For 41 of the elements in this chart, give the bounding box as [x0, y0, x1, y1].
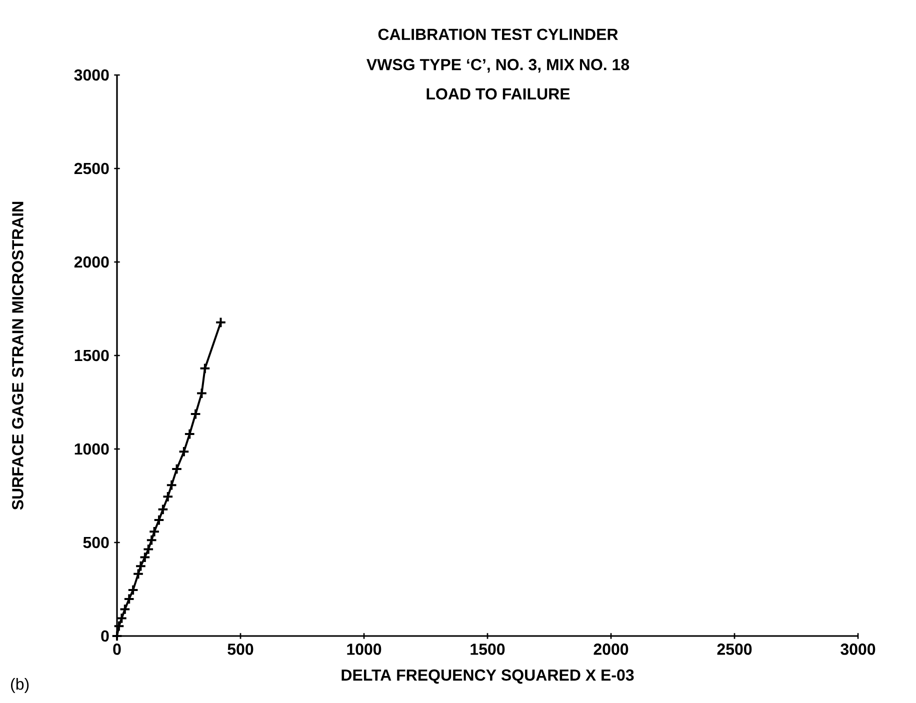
text: (b) — [11, 678, 29, 693]
point — [127, 584, 139, 596]
point — [142, 544, 154, 555]
point — [148, 526, 160, 538]
x-tick-label: 500 — [228, 644, 254, 655]
y-tick-label: 2000 — [74, 256, 109, 268]
y-tick-label: 1000 — [74, 443, 109, 455]
y-tick-label: 1500 — [74, 350, 109, 362]
point — [184, 428, 196, 440]
y-tick-label: 0 — [101, 630, 109, 642]
point — [199, 362, 211, 374]
point — [119, 604, 131, 615]
y-axis-title: SURFACE GAGE STRAIN MICROSTRAIN — [12, 202, 24, 510]
y-tick-label: 3000 — [74, 69, 109, 81]
y-tick-label: 2500 — [74, 162, 109, 174]
x-tick-label: 1500 — [470, 644, 505, 655]
point — [113, 620, 125, 632]
point — [135, 560, 146, 572]
point — [116, 612, 128, 624]
x-tick-label: 1000 — [347, 644, 382, 655]
point — [178, 446, 190, 458]
point — [162, 491, 174, 502]
chart-title: CALIBRATION TEST CYLINDER — [378, 28, 618, 40]
point — [132, 568, 144, 580]
chart-subtitle: VWSG TYPE ‘C’, NO. 3, MIX NO. 18 LOAD TO FAILURE — [366, 58, 630, 100]
point — [146, 534, 158, 546]
point — [171, 463, 182, 475]
point — [166, 479, 178, 491]
point — [157, 504, 169, 516]
point — [123, 593, 135, 605]
x-tick-label: 3000 — [840, 644, 876, 655]
y-tick-label: 500 — [83, 536, 109, 548]
point — [215, 316, 226, 328]
x-tick-label: 2000 — [594, 644, 628, 655]
x-axis-title: DELTA FREQUENCY SQUARED X E-03 — [342, 669, 634, 684]
x-tick-label: 0 — [113, 644, 121, 655]
point — [196, 388, 208, 399]
point — [153, 514, 165, 526]
point — [190, 408, 202, 420]
x-tick-label: 2500 — [717, 644, 752, 655]
point — [139, 552, 151, 563]
